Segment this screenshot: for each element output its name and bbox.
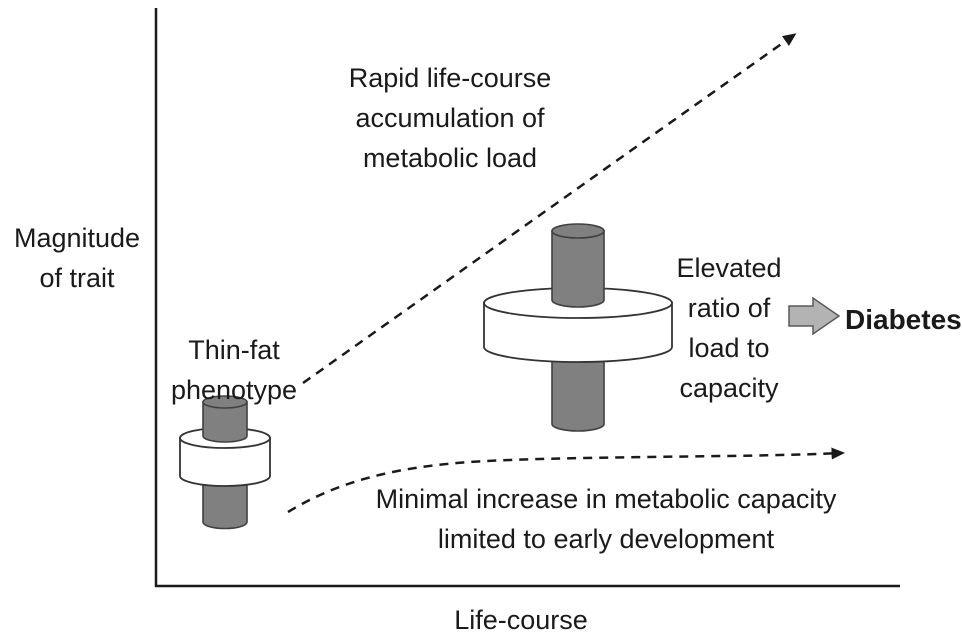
thin-fat-annotation-line2: phenotype [170, 375, 298, 405]
load-annotation-line1: Rapid life-course [348, 63, 552, 93]
capacity-annotation-line2: limited to early development [437, 524, 775, 554]
load-annotation-line3: metabolic load [362, 143, 538, 173]
y-axis-label: Magnitude of trait [14, 218, 140, 298]
thin-fat-annotation: Thin-fat phenotype [171, 330, 297, 410]
elevated-ratio-line3: load to [688, 333, 770, 363]
elevated-ratio-line4: capacity [679, 373, 779, 403]
large-spool-top-cylinder [551, 230, 605, 308]
x-axis-label: Life-course [454, 605, 588, 635]
large-spool-top-ellipse [551, 223, 605, 239]
elevated-ratio-line2: ratio of [687, 293, 771, 323]
small-spool-disc-body [179, 437, 271, 487]
small-spool [179, 395, 271, 530]
y-axis-label-line2: of trait [39, 263, 115, 293]
load-annotation-line2: accumulation of [355, 103, 545, 133]
capacity-annotation: Minimal increase in metabolic capacity l… [376, 479, 837, 559]
axes-lines [154, 8, 900, 588]
elevated-ratio-line1: Elevated [676, 253, 782, 283]
thin-fat-annotation-line1: Thin-fat [188, 335, 280, 365]
capacity-annotation-line1: Minimal increase in metabolic capacity [375, 484, 837, 514]
outcome-block-arrow-icon [788, 296, 841, 336]
large-spool [483, 223, 673, 432]
small-spool-top-ellipse [202, 395, 248, 409]
large-spool-disc-body [483, 302, 673, 363]
outcome-label: Diabetes [845, 304, 962, 335]
small-spool-top-cylinder [202, 401, 248, 443]
load-trajectory-arrow [302, 33, 797, 385]
load-annotation: Rapid life-course accumulation of metabo… [349, 58, 552, 178]
elevated-ratio-annotation: Elevated ratio of load to capacity [676, 248, 781, 408]
y-axis-label-line1: Magnitude [13, 223, 141, 253]
